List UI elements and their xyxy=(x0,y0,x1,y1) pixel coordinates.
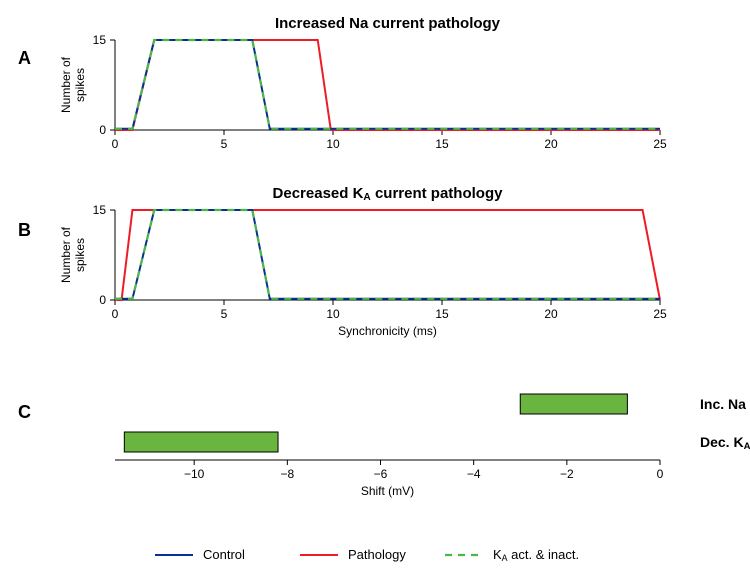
series-line xyxy=(115,210,660,300)
panel-label: B xyxy=(18,220,31,240)
range-bar xyxy=(124,432,278,452)
y-axis-label: Number ofspikes xyxy=(59,226,87,283)
x-axis-label: Synchronicity (ms) xyxy=(338,324,437,338)
y-tick-label: 0 xyxy=(99,123,106,137)
panel-label: C xyxy=(18,402,31,422)
x-tick-label: 0 xyxy=(112,137,119,151)
x-tick-label: 20 xyxy=(544,137,558,151)
x-tick-label: 0 xyxy=(112,307,119,321)
panel-label: A xyxy=(18,48,31,68)
x-axis-label: Shift (mV) xyxy=(361,484,414,498)
series-line xyxy=(115,210,660,299)
row-label: Inc. Na xyxy=(700,396,746,412)
series-line xyxy=(115,210,660,299)
legend-label: Pathology xyxy=(348,547,406,562)
x-tick-label: −10 xyxy=(184,467,205,481)
y-tick-label: 15 xyxy=(93,203,107,217)
x-tick-label: 10 xyxy=(326,137,340,151)
x-tick-label: 15 xyxy=(435,137,449,151)
legend-label: Control xyxy=(203,547,245,562)
figure-root: { "canvas":{"w":750,"h":580,"bg":"#fffff… xyxy=(0,0,750,580)
y-tick-label: 0 xyxy=(99,293,106,307)
x-tick-label: −6 xyxy=(374,467,388,481)
x-tick-label: 5 xyxy=(221,137,228,151)
x-tick-label: 0 xyxy=(657,467,664,481)
x-tick-label: 20 xyxy=(544,307,558,321)
chart-title: Increased Na current pathology xyxy=(275,15,501,32)
figure-svg: A B C Increased Na current pathology 0 15 0 5 10… xyxy=(0,0,750,580)
y-axis-label: Number ofspikes xyxy=(59,56,87,113)
x-tick-label: −8 xyxy=(281,467,295,481)
x-tick-label: 25 xyxy=(653,307,667,321)
x-tick-label: 25 xyxy=(653,137,667,151)
legend-label: KA act. & inact. xyxy=(493,547,579,563)
range-bar xyxy=(520,394,627,414)
x-tick-label: 5 xyxy=(221,307,228,321)
series-line xyxy=(115,40,660,129)
x-tick-label: 10 xyxy=(326,307,340,321)
series-line xyxy=(115,40,660,129)
series-line xyxy=(115,40,660,130)
row-label: Dec. KA xyxy=(700,434,750,452)
y-tick-label: 15 xyxy=(93,33,107,47)
chart-title: Decreased KA current pathology xyxy=(273,185,504,203)
x-tick-label: 15 xyxy=(435,307,449,321)
x-tick-label: −4 xyxy=(467,467,481,481)
x-tick-label: −2 xyxy=(560,467,574,481)
